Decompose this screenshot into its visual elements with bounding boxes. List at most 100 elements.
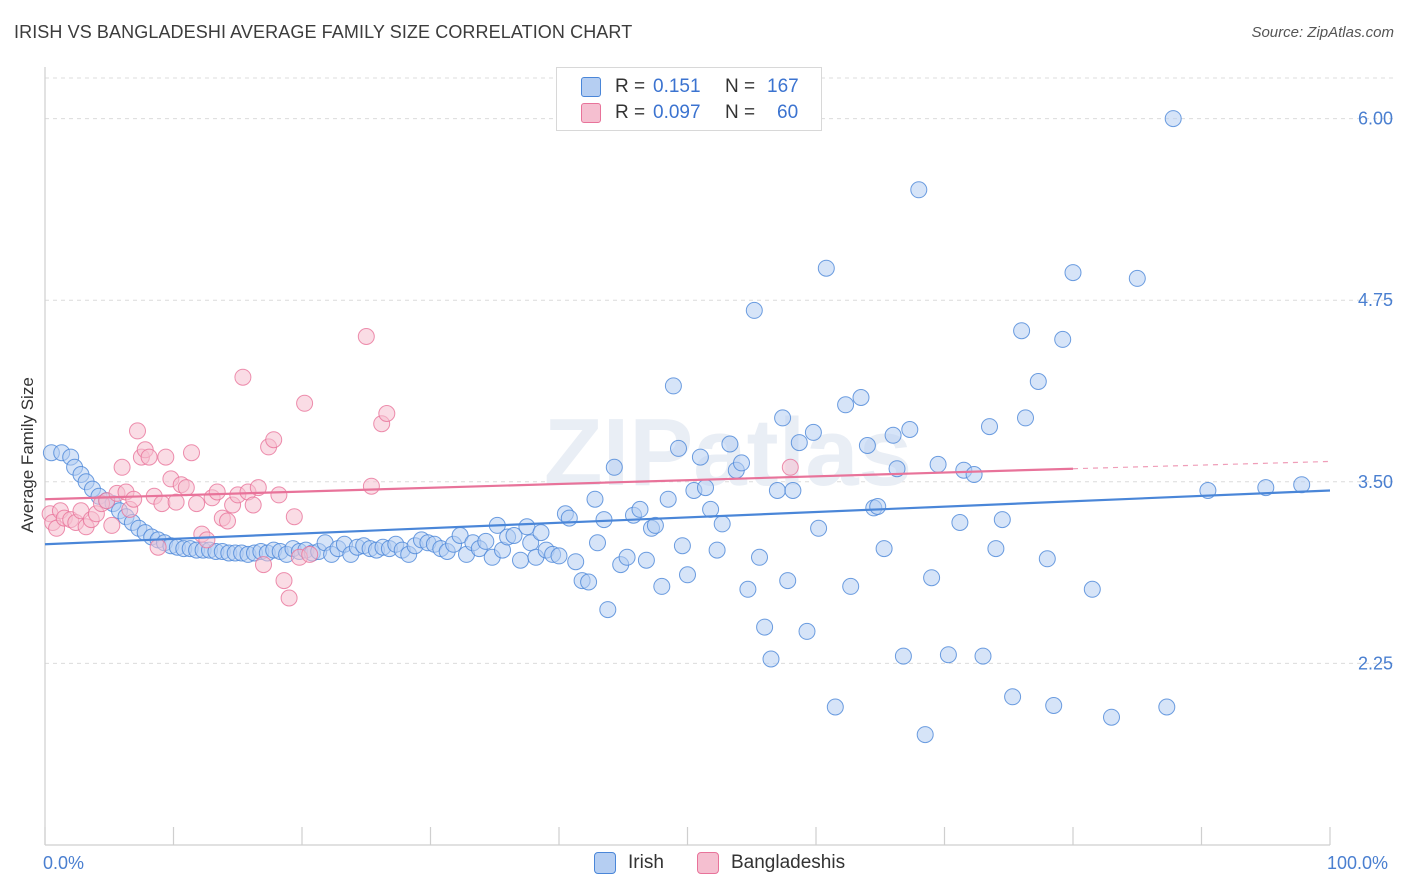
irish-point — [790, 434, 808, 452]
irish-point — [599, 601, 617, 619]
irish-point — [1083, 580, 1101, 598]
irish-point — [804, 423, 822, 441]
irish-point — [751, 548, 768, 566]
bangladeshi-point — [285, 508, 303, 526]
irish-point — [798, 622, 816, 640]
irish-point — [951, 514, 969, 531]
irish-point — [923, 569, 941, 587]
legend-item-bangladeshi[interactable]: Bangladeshis — [697, 852, 845, 874]
irish-point — [779, 572, 797, 590]
irish-n-label: N = — [725, 76, 756, 97]
bangladeshi-point — [103, 516, 121, 534]
irish-point — [679, 566, 696, 584]
y-tick-labels: 2.25 3.50 4.75 6.00 — [1358, 109, 1393, 674]
irish-point — [965, 466, 983, 483]
bangladeshi-point — [378, 405, 396, 422]
bangladeshi-point — [183, 444, 200, 462]
irish-point — [708, 541, 726, 559]
bangladeshi-point — [125, 490, 143, 508]
irish-point — [768, 482, 786, 499]
irish-point — [739, 580, 757, 598]
irish-point — [1158, 698, 1176, 716]
irish-point — [939, 646, 957, 664]
irish-point — [929, 455, 947, 473]
bangladeshi-point — [208, 483, 226, 501]
irish-point — [1013, 322, 1031, 340]
irish-point — [713, 515, 731, 533]
bangladeshi-point — [362, 477, 380, 495]
bangladeshi-point — [244, 496, 262, 514]
irish-point — [702, 500, 720, 518]
irish-point — [646, 516, 664, 534]
bangladeshi-point — [113, 458, 131, 476]
chart-title: IRISH VS BANGLADESHI AVERAGE FAMILY SIZE… — [14, 22, 633, 42]
bangladeshi-point — [153, 495, 171, 513]
irish-point — [1293, 476, 1311, 494]
bangladeshi-point — [357, 328, 375, 345]
points-layer — [41, 110, 1311, 744]
irish-point — [756, 618, 774, 636]
irish-r-label: R = — [615, 76, 646, 97]
y-tick-label: 2.25 — [1358, 653, 1393, 673]
bangladeshi-n-value: 60 — [777, 102, 799, 123]
irish-point — [532, 524, 550, 542]
irish-point — [512, 551, 529, 569]
irish-point — [618, 548, 636, 566]
y-tick-label: 6.00 — [1358, 109, 1393, 129]
bangladeshi-point — [296, 394, 314, 412]
irish-trend-line — [44, 489, 1331, 546]
irish-point — [993, 511, 1011, 529]
irish-point — [1045, 697, 1063, 714]
irish-point — [1004, 688, 1022, 706]
irish-point — [637, 551, 655, 569]
irish-point — [631, 500, 649, 518]
irish-point — [837, 396, 855, 414]
legend-row-bangladeshi: R = 0.097 N = 60 — [581, 100, 798, 126]
irish-point — [875, 540, 893, 558]
irish-point — [981, 418, 998, 436]
bangladeshi-point — [140, 448, 158, 466]
irish-point — [518, 518, 536, 536]
bangladeshi-point — [781, 458, 799, 476]
irish-point — [894, 647, 912, 665]
bangladeshi-trend-extension — [1072, 460, 1331, 470]
irish-point — [916, 726, 934, 744]
bangladeshi-point — [188, 495, 206, 513]
irish-point — [1164, 110, 1182, 128]
legend-item-irish[interactable]: Irish — [594, 852, 664, 874]
irish-swatch — [581, 77, 601, 97]
irish-point — [664, 377, 682, 395]
series-legend: Irish Bangladeshis — [0, 852, 1406, 878]
irish-point — [1029, 373, 1047, 390]
irish-r-value: 0.151 — [653, 76, 701, 97]
bangladeshi-n-label: N = — [725, 102, 756, 123]
irish-point — [1038, 550, 1056, 568]
irish-point — [888, 460, 906, 478]
irish-point — [653, 577, 671, 595]
x-tick-right: 100.0% — [1327, 853, 1389, 873]
irish-point — [987, 540, 1005, 558]
irish-point — [697, 479, 714, 497]
irish-point — [567, 553, 585, 571]
bangladeshi-point — [149, 538, 167, 556]
irish-n-value: 167 — [767, 76, 799, 97]
irish-point — [817, 259, 835, 277]
irish-point — [733, 454, 750, 472]
irish-point — [586, 490, 604, 508]
irish-point — [826, 698, 844, 716]
trend-layer — [44, 460, 1331, 546]
bangladeshi-trend-line — [44, 467, 1074, 501]
irish-point — [852, 389, 870, 406]
irish-point — [762, 650, 780, 668]
irish-point — [784, 482, 802, 499]
irish-point — [550, 547, 568, 565]
legend-row-irish: R = 0.151 N = 167 — [581, 74, 799, 100]
source-label: Source: ZipAtlas.com — [1251, 24, 1394, 41]
irish-point — [1017, 409, 1034, 427]
bangladeshi-point — [234, 368, 252, 386]
bangladeshi-point — [255, 556, 272, 574]
irish-point — [670, 439, 687, 457]
bangladeshi-point — [198, 531, 216, 549]
bangladeshi-point — [280, 589, 298, 607]
